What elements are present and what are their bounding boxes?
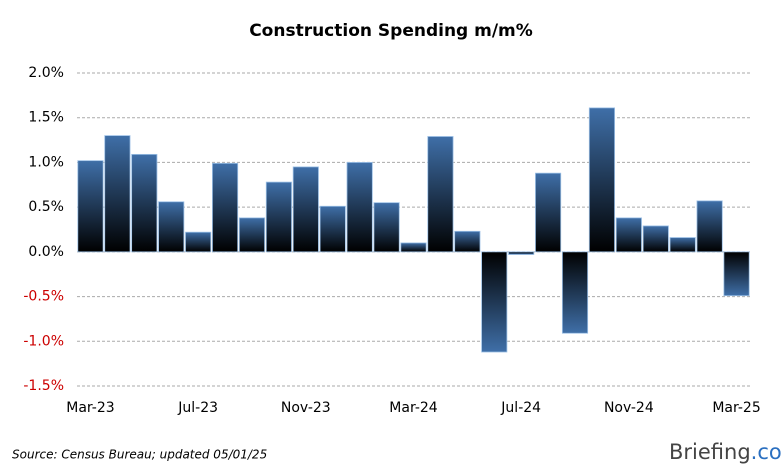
y-tick-label: 1.5% — [28, 110, 64, 126]
bar — [669, 237, 696, 253]
y-tick-label: 2.0% — [28, 65, 64, 81]
bar — [238, 217, 266, 253]
bar — [77, 160, 104, 253]
bar — [615, 217, 642, 253]
bar — [185, 231, 212, 253]
x-tick-label: Nov-23 — [281, 400, 331, 416]
x-tick-label: Nov-24 — [604, 400, 654, 416]
logo-name: Briefing — [669, 440, 751, 464]
bar — [642, 225, 669, 253]
bar — [481, 251, 508, 353]
bar — [723, 251, 750, 297]
y-tick-label: 1.0% — [28, 154, 64, 170]
bar — [696, 200, 723, 253]
bar — [292, 166, 319, 253]
x-tick-label: Jul-24 — [500, 400, 541, 416]
y-tick-label: 0.5% — [28, 199, 64, 215]
bar — [319, 205, 346, 253]
y-tick-label: -0.5% — [23, 289, 64, 305]
bar — [454, 230, 481, 253]
bar — [588, 107, 615, 253]
bar — [427, 136, 454, 253]
chart-title: Construction Spending m/m% — [249, 21, 533, 41]
source-note: Source: Census Bureau; updated 05/01/25 — [12, 448, 267, 462]
bar — [373, 202, 400, 253]
bar — [131, 153, 158, 253]
logo-domain: .com — [751, 440, 782, 464]
bar — [400, 242, 427, 253]
y-tick-label: -1.5% — [23, 378, 64, 394]
bar — [535, 172, 562, 253]
bar — [158, 201, 185, 253]
bar — [265, 181, 292, 253]
bar — [561, 251, 589, 334]
x-tick-label: Mar-25 — [712, 400, 760, 416]
bar — [212, 162, 239, 253]
bar — [346, 162, 373, 253]
logo: Briefing.com — [669, 440, 782, 464]
x-tick-label: Mar-24 — [389, 400, 437, 416]
bar — [104, 135, 131, 253]
bar — [508, 251, 535, 255]
y-tick-label: -1.0% — [23, 333, 64, 349]
y-tick-label: 0.0% — [28, 244, 64, 260]
x-tick-label: Mar-23 — [66, 400, 114, 416]
x-tick-label: Jul-23 — [177, 400, 218, 416]
